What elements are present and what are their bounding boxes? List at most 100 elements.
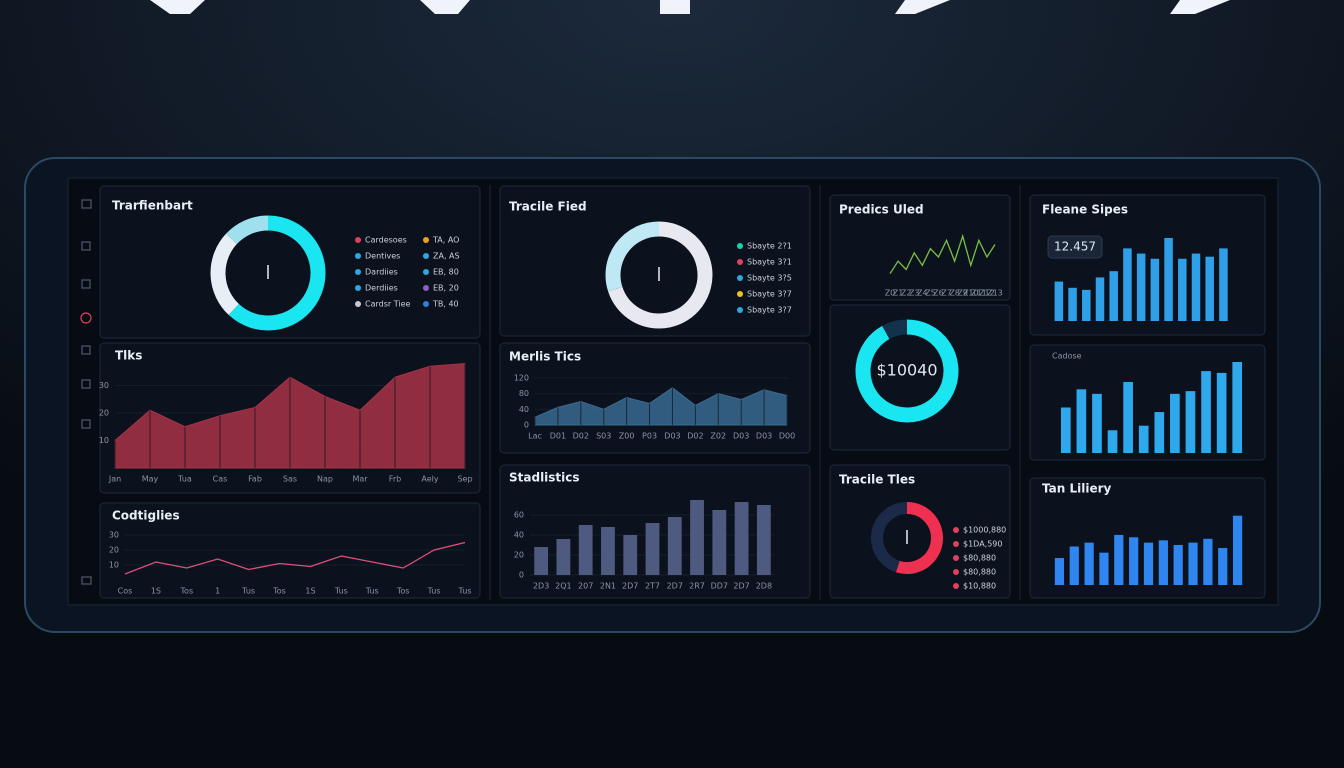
x-tick-label: 207 [578, 582, 593, 591]
legend-dot [737, 259, 743, 265]
bar [1178, 258, 1187, 321]
bar [1185, 391, 1196, 453]
bar [734, 502, 749, 575]
legend-dot [953, 541, 959, 547]
x-tick-label: D03 [664, 432, 680, 441]
y-tick-label: 10 [99, 436, 109, 445]
bar [556, 539, 571, 575]
x-tick-label: Tus [241, 587, 255, 596]
bar [1232, 515, 1243, 585]
panel-title: Merlis Tics [509, 350, 581, 364]
y-tick-label: 0 [519, 571, 524, 580]
legend-dot [423, 237, 429, 243]
bar [1191, 253, 1201, 321]
x-tick-label: Z6 [933, 289, 944, 298]
x-tick-label: D03 [756, 432, 772, 441]
panel-title: Codtiglies [112, 509, 180, 523]
legend-value: EB, 20 [433, 284, 459, 293]
panel-title: Tan Liliery [1042, 482, 1112, 496]
x-tick-label: 1S [151, 587, 161, 596]
y-tick-label: 120 [514, 374, 529, 383]
x-tick-label: 2T7 [645, 582, 660, 591]
legend-value: EB, 80 [433, 268, 459, 277]
x-tick-label: Z10 [963, 289, 979, 298]
badge [1047, 235, 1103, 259]
panel-title: Trarfienbart [112, 199, 193, 213]
legend-name: Sbayte 3?5 [747, 274, 792, 283]
bar [690, 500, 704, 575]
donut-segment [210, 233, 240, 315]
bar [1099, 552, 1109, 585]
x-tick-label: 2D7 [733, 582, 749, 591]
panel [499, 185, 811, 337]
bar [1203, 538, 1213, 585]
x-tick-label: Tus [334, 587, 348, 596]
x-tick-label: Aely [421, 475, 438, 484]
x-tick-label: D03 [733, 432, 749, 441]
bar [1170, 393, 1180, 453]
bar [1054, 281, 1064, 321]
bar [1138, 425, 1149, 453]
legend-name: $1DA,590 [963, 540, 1002, 549]
x-tick-label: Z7 [941, 289, 952, 298]
x-tick-label: Z00 [619, 432, 635, 441]
y-tick-label: 80 [519, 389, 529, 398]
x-tick-label: 2R7 [689, 582, 705, 591]
bar [534, 547, 549, 575]
panel [829, 464, 1011, 599]
x-tick-label: D01 [550, 432, 566, 441]
x-tick-label: Fab [248, 475, 262, 484]
legend-name: Sbayte 3?1 [747, 258, 792, 267]
y-tick-label: 20 [514, 551, 524, 560]
x-tick-label: 2D7 [622, 582, 638, 591]
legend-dot [737, 275, 743, 281]
x-tick-label: 1 [215, 587, 220, 596]
x-tick-label: Tus [427, 587, 441, 596]
legend-value: TA, AO [432, 236, 459, 245]
x-tick-label: Z02 [710, 432, 726, 441]
legend-name: Cardsr Tiee [365, 300, 411, 309]
bar [1107, 430, 1118, 453]
donut-segment [895, 502, 943, 574]
x-tick-label: May [142, 475, 159, 484]
bar [1082, 289, 1091, 321]
x-tick-label: Z9 [957, 289, 968, 298]
line [889, 233, 996, 275]
bar [623, 535, 638, 575]
panel-title: Tracile Tles [839, 473, 915, 487]
legend-value: TB, 40 [432, 300, 459, 309]
bar [578, 525, 593, 575]
x-tick-label: 1S [305, 587, 315, 596]
donut-segment [882, 319, 908, 340]
panel [829, 194, 1011, 301]
x-tick-label: Tos [180, 587, 194, 596]
x-tick-label: Tua [177, 475, 192, 484]
x-tick-label: Z13 [987, 289, 1003, 298]
dividers [489, 185, 1021, 600]
panel-title: Tlks [115, 349, 142, 363]
y-tick-label: 60 [514, 511, 524, 520]
x-tick-label: 2Q1 [555, 582, 571, 591]
bar [1114, 534, 1124, 585]
legend-dot [953, 569, 959, 575]
legend-name: $1000,880 [963, 526, 1006, 535]
x-tick-label: 2D8 [756, 582, 772, 591]
donut-segment [228, 215, 326, 331]
donut-segment [855, 319, 959, 423]
bar [1205, 256, 1214, 321]
legend-dot [355, 269, 361, 275]
bar [1123, 248, 1132, 321]
bar [1092, 393, 1102, 453]
legend-dot [737, 291, 743, 297]
panel-title: Fleane Sipes [1042, 203, 1128, 217]
x-tick-label: P03 [642, 432, 657, 441]
x-tick-label: Z3 [909, 289, 920, 298]
legend-name: $80,880 [963, 568, 996, 577]
legend-dot [423, 253, 429, 259]
bar [1232, 362, 1243, 453]
x-tick-label: Frb [389, 475, 401, 484]
donut-segment [226, 215, 269, 245]
bar [1143, 542, 1154, 585]
legend-dot [953, 527, 959, 533]
